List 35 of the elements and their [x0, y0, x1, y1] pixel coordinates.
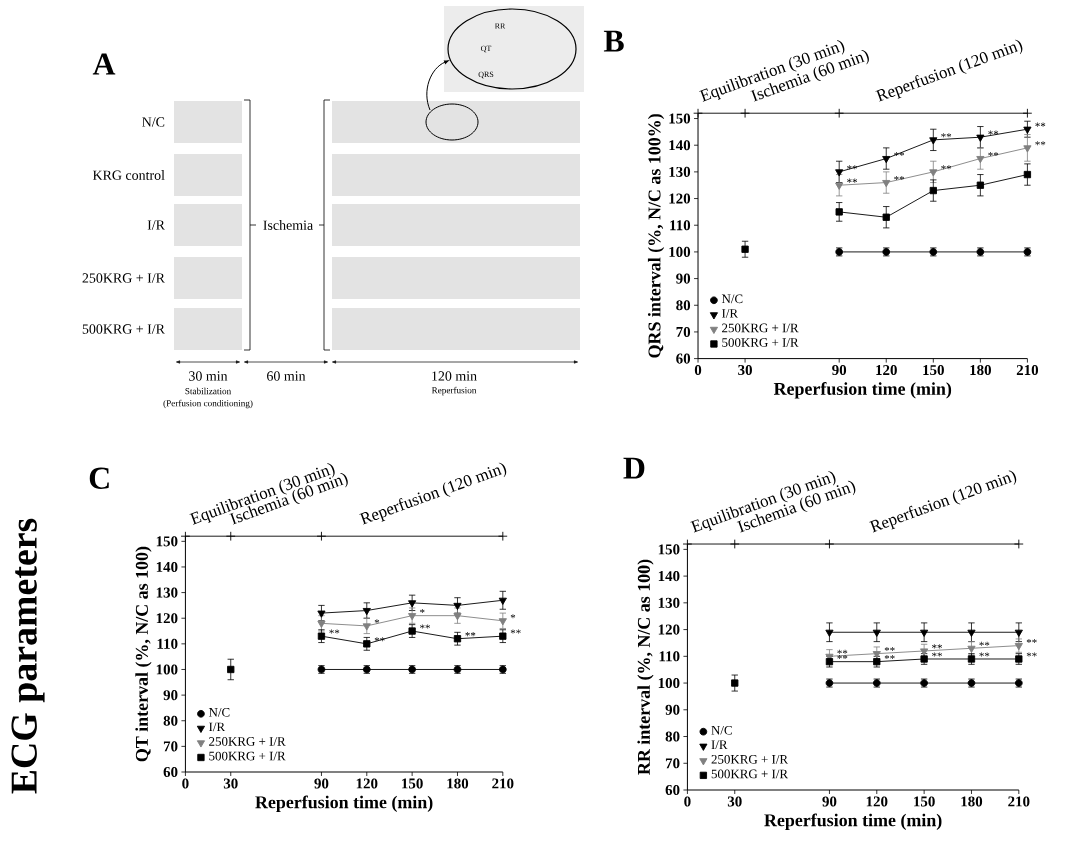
- point: [1023, 145, 1032, 153]
- text: A: [92, 53, 116, 75]
- y-axis-title: QRS interval (%, N/C as 100%): [647, 114, 665, 358]
- text: ECG parameters: [11, 518, 45, 794]
- point: [976, 156, 985, 164]
- point: [498, 597, 507, 605]
- point: [824, 539, 835, 549]
- chart-title: C: [89, 467, 109, 489]
- x-axis-title: Reperfusion time (min): [773, 382, 952, 399]
- y-axis-title: QT interval (%, N/C as 100): [135, 546, 152, 762]
- point: [825, 629, 834, 637]
- point: [834, 108, 845, 119]
- x-axis-title: Reperfusion time (min): [255, 795, 433, 812]
- point: [835, 208, 843, 216]
- point: [920, 629, 929, 637]
- chart-title: D: [623, 457, 645, 479]
- point: [929, 137, 938, 145]
- point: [729, 539, 740, 549]
- point: [1023, 170, 1032, 179]
- x-axis-title: Reperfusion time (min): [764, 813, 942, 830]
- point: [741, 245, 749, 253]
- point: [740, 108, 750, 119]
- chart-title: B: [603, 30, 624, 52]
- y-axis-title: RR interval (%, N/C as 100): [637, 559, 654, 775]
- point: [227, 665, 235, 674]
- point: [882, 213, 890, 221]
- point: [882, 156, 891, 164]
- point: [316, 531, 327, 542]
- point: [225, 531, 236, 542]
- point: [872, 629, 881, 637]
- point: [976, 181, 984, 189]
- point: [976, 134, 985, 142]
- point: [967, 629, 976, 637]
- point: [731, 679, 739, 687]
- point: [882, 180, 891, 188]
